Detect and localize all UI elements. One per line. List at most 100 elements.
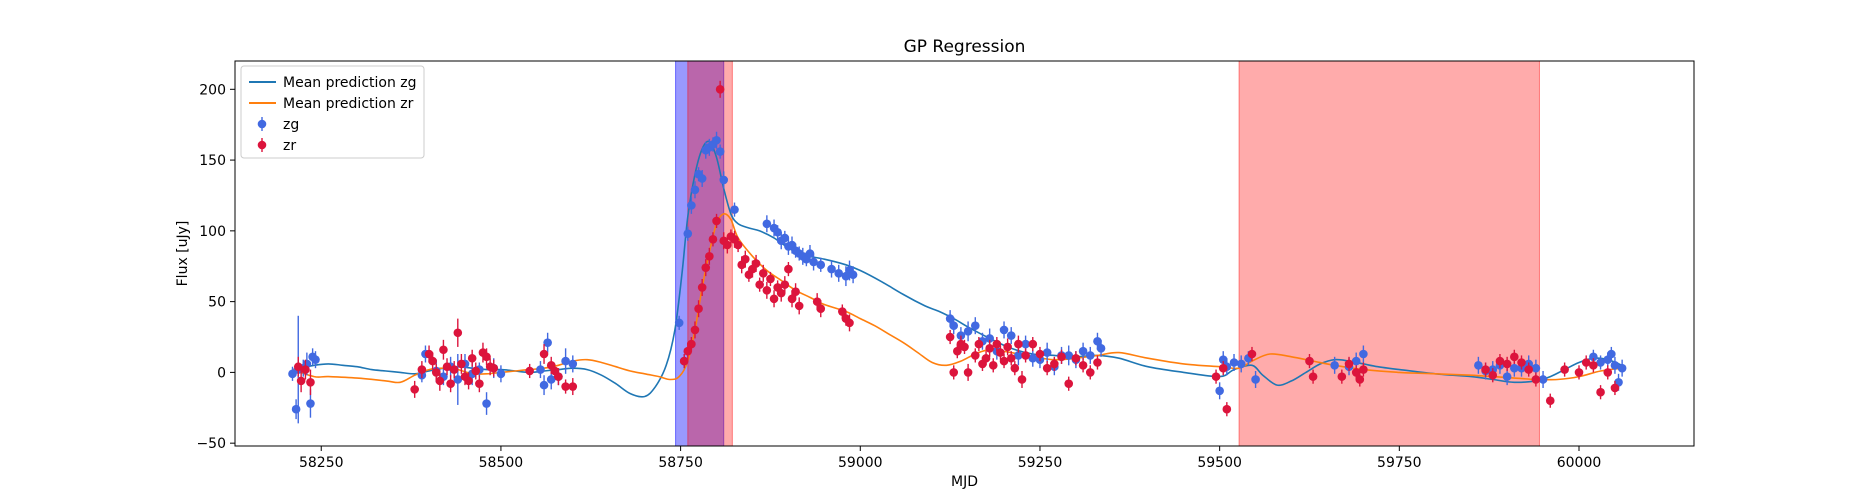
data-point bbox=[554, 372, 563, 381]
data-point bbox=[1028, 339, 1038, 349]
y-tick-label: 100 bbox=[199, 224, 226, 240]
data-point bbox=[999, 356, 1009, 366]
data-point bbox=[949, 368, 959, 377]
data-point bbox=[1071, 353, 1081, 363]
data-point bbox=[1003, 342, 1012, 352]
data-point bbox=[791, 287, 800, 297]
data-point bbox=[683, 346, 693, 356]
data-point bbox=[1589, 352, 1598, 362]
data-point bbox=[1355, 375, 1365, 384]
data-point bbox=[496, 369, 506, 379]
data-point bbox=[1308, 372, 1318, 381]
data-point bbox=[1035, 349, 1045, 359]
data-point bbox=[1581, 358, 1591, 367]
data-point bbox=[1251, 375, 1260, 384]
x-tick-label: 58500 bbox=[479, 455, 524, 471]
data-point bbox=[1607, 349, 1616, 359]
data-point bbox=[1596, 387, 1605, 397]
legend-box bbox=[240, 65, 425, 159]
data-point bbox=[489, 363, 499, 373]
data-point bbox=[467, 353, 477, 363]
data-point bbox=[1538, 375, 1548, 384]
legend-marker-zg bbox=[257, 117, 267, 131]
data-point bbox=[1218, 355, 1228, 364]
data-point bbox=[963, 368, 973, 377]
data-point bbox=[1502, 359, 1512, 369]
data-point bbox=[794, 301, 804, 311]
data-point bbox=[740, 254, 750, 264]
data-point bbox=[1017, 375, 1027, 384]
data-point bbox=[992, 339, 1002, 349]
data-point bbox=[1064, 379, 1074, 389]
data-point bbox=[1510, 363, 1519, 373]
data-point bbox=[561, 356, 570, 366]
data-point bbox=[687, 201, 696, 210]
data-point bbox=[1610, 361, 1620, 370]
data-point bbox=[999, 325, 1009, 335]
data-point bbox=[751, 259, 761, 268]
data-point bbox=[306, 378, 315, 387]
data-point bbox=[719, 175, 729, 185]
data-point bbox=[1021, 351, 1030, 360]
data-point bbox=[1596, 358, 1605, 367]
legend-point bbox=[257, 119, 267, 129]
data-point bbox=[449, 365, 459, 374]
data-point bbox=[1589, 361, 1598, 370]
data-point bbox=[464, 376, 473, 386]
data-point bbox=[1305, 356, 1314, 366]
data-point bbox=[762, 219, 772, 229]
data-point bbox=[539, 349, 549, 359]
data-point bbox=[755, 280, 764, 289]
data-point bbox=[733, 240, 743, 250]
data-point bbox=[705, 252, 714, 261]
data-point bbox=[1093, 336, 1102, 346]
data-point bbox=[431, 368, 441, 377]
data-point bbox=[988, 361, 998, 370]
data-point bbox=[442, 362, 452, 372]
data-point bbox=[949, 321, 959, 330]
data-point bbox=[827, 264, 836, 274]
data-point bbox=[1085, 368, 1095, 377]
x-tick-label: 60000 bbox=[1557, 455, 1602, 471]
data-point bbox=[945, 332, 955, 342]
data-point bbox=[1560, 365, 1569, 374]
legend-label-mean-zr: Mean prediction zr bbox=[283, 96, 414, 112]
data-point bbox=[536, 365, 545, 374]
data-point bbox=[439, 345, 448, 355]
data-point bbox=[985, 334, 994, 343]
x-axis-label: MJD bbox=[951, 474, 978, 490]
data-point bbox=[687, 339, 696, 349]
data-point bbox=[417, 365, 427, 374]
data-point bbox=[546, 375, 556, 384]
data-point bbox=[1610, 383, 1620, 393]
legend-label-zr: zr bbox=[283, 138, 296, 154]
x-tick-label: 58750 bbox=[658, 455, 703, 471]
series-points-zr bbox=[293, 80, 1620, 417]
data-point bbox=[960, 342, 969, 352]
data-point bbox=[805, 249, 815, 258]
data-point bbox=[1574, 368, 1584, 377]
data-point bbox=[568, 359, 578, 369]
data-point bbox=[301, 365, 310, 374]
data-point bbox=[1042, 363, 1052, 373]
data-point bbox=[568, 382, 578, 391]
data-point bbox=[769, 294, 779, 304]
data-point bbox=[306, 399, 315, 408]
data-point bbox=[679, 356, 689, 366]
data-point bbox=[1211, 372, 1221, 381]
data-point bbox=[446, 379, 455, 389]
data-point bbox=[435, 376, 445, 386]
data-point bbox=[475, 379, 484, 389]
data-point bbox=[981, 353, 991, 363]
data-point bbox=[482, 399, 491, 408]
x-tick-label: 59500 bbox=[1197, 455, 1242, 471]
data-point bbox=[683, 229, 693, 238]
data-point bbox=[471, 366, 481, 376]
data-point bbox=[424, 349, 434, 359]
data-point bbox=[780, 233, 790, 243]
plot-frame bbox=[234, 60, 1695, 447]
data-point bbox=[776, 288, 786, 298]
data-point bbox=[525, 366, 534, 376]
legend-label-mean-zg: Mean prediction zg bbox=[283, 75, 417, 91]
